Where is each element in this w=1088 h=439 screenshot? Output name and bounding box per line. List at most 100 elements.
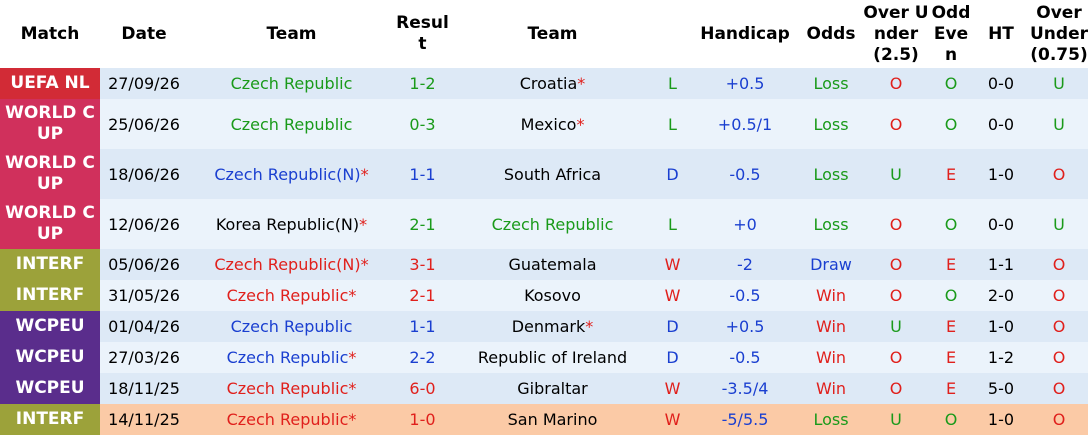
date: 18/11/25: [100, 373, 188, 404]
match-row: INTERF 05/06/26 Czech Republic(N)* 3-1 Guate…: [0, 249, 1088, 280]
home-team: Czech Republic(N)*: [188, 149, 395, 199]
odd-even: O: [930, 199, 972, 249]
odd-even: E: [930, 249, 972, 280]
star: *: [348, 379, 357, 398]
away-team: Mexico*: [450, 99, 655, 149]
date: 14/11/25: [100, 404, 188, 435]
half-time: 5-0: [972, 373, 1030, 404]
date: 27/09/26: [100, 68, 188, 99]
competition: WORLD CUP: [0, 99, 100, 149]
team-name: Mexico: [520, 114, 577, 134]
odd-even: E: [930, 149, 972, 199]
date: 01/04/26: [100, 311, 188, 342]
over-under-075: O: [1030, 311, 1088, 342]
team-name: Czech Republic: [226, 286, 349, 305]
match-row: WCPEU 01/04/26 Czech Republic 1-1 Denmark* D +…: [0, 311, 1088, 342]
competition: WCPEU: [0, 342, 100, 373]
outcome: W: [655, 373, 690, 404]
competition: WCPEU: [0, 311, 100, 342]
home-team: Czech Republic*: [188, 342, 395, 373]
outcome: D: [655, 311, 690, 342]
handicap: -5/5.5: [690, 404, 800, 435]
star: *: [585, 317, 594, 336]
over-under-075: O: [1030, 404, 1088, 435]
odd-even: O: [930, 280, 972, 311]
odds: Win: [800, 373, 862, 404]
score: 1-2: [395, 68, 450, 99]
team-name: Denmark: [511, 317, 586, 336]
outcome: W: [655, 249, 690, 280]
odds: Loss: [800, 99, 862, 149]
over-under-075: O: [1030, 373, 1088, 404]
team-name: South Africa: [503, 164, 602, 184]
half-time: 1-0: [972, 311, 1030, 342]
half-time: 1-1: [972, 249, 1030, 280]
column-header: Odd Even: [930, 0, 972, 68]
odd-even: E: [930, 373, 972, 404]
match-row: UEFA NL 27/09/26 Czech Republic 1-2 Croatia*…: [0, 68, 1088, 99]
column-header: Match: [0, 0, 100, 68]
column-header: Team: [450, 0, 655, 68]
away-team: Croatia*: [450, 68, 655, 99]
team-name: Republic of Ireland: [477, 348, 628, 367]
outcome: W: [655, 280, 690, 311]
team-name: Guatemala: [508, 255, 597, 274]
team-name: Czech Republic(N): [214, 164, 361, 184]
odds: Win: [800, 311, 862, 342]
odds: Win: [800, 280, 862, 311]
over-under: O: [862, 373, 930, 404]
away-team: South Africa: [450, 149, 655, 199]
over-under: O: [862, 199, 930, 249]
match-row: INTERF 14/11/25 Czech Republic* 1-0 San Mari…: [0, 404, 1088, 435]
star: *: [348, 410, 357, 429]
column-header: Date: [100, 0, 188, 68]
column-header: Over Under (0.75): [1030, 0, 1088, 68]
column-header: Odds: [800, 0, 862, 68]
date: 05/06/26: [100, 249, 188, 280]
home-team: Czech Republic*: [188, 280, 395, 311]
over-under: U: [862, 149, 930, 199]
team-name: Czech Republic: [226, 410, 349, 429]
home-team: Korea Republic(N)*: [188, 199, 395, 249]
odd-even: E: [930, 342, 972, 373]
over-under: O: [862, 280, 930, 311]
star: *: [360, 164, 369, 184]
team-name: Czech Republic: [230, 317, 353, 336]
odds: Loss: [800, 68, 862, 99]
team-name: Korea Republic(N): [215, 214, 360, 234]
over-under-075: O: [1030, 149, 1088, 199]
team-name: Czech Republic: [230, 114, 353, 134]
score: 1-1: [395, 311, 450, 342]
outcome: L: [655, 199, 690, 249]
home-team: Czech Republic: [188, 68, 395, 99]
score: 1-1: [395, 149, 450, 199]
team-name: Czech Republic: [230, 74, 353, 93]
score: 2-1: [395, 280, 450, 311]
away-team: San Marino: [450, 404, 655, 435]
odds: Loss: [800, 404, 862, 435]
away-team: Gibraltar: [450, 373, 655, 404]
over-under: O: [862, 249, 930, 280]
competition: WORLD CUP: [0, 199, 100, 249]
half-time: 2-0: [972, 280, 1030, 311]
star: *: [359, 214, 368, 234]
column-header: [655, 0, 690, 68]
score: 6-0: [395, 373, 450, 404]
outcome: D: [655, 149, 690, 199]
column-header: Result: [395, 0, 450, 68]
away-team: Czech Republic: [450, 199, 655, 249]
competition: UEFA NL: [0, 68, 100, 99]
team-name: Czech Republic: [226, 348, 349, 367]
score: 2-1: [395, 199, 450, 249]
outcome: W: [655, 404, 690, 435]
team-name: San Marino: [507, 410, 598, 429]
competition: INTERF: [0, 280, 100, 311]
over-under-075: U: [1030, 99, 1088, 149]
odds: Loss: [800, 199, 862, 249]
over-under: O: [862, 99, 930, 149]
star: *: [360, 255, 369, 274]
handicap: +0.5/1: [690, 99, 800, 149]
match-row: INTERF 31/05/26 Czech Republic* 2-1 Kosovo W -…: [0, 280, 1088, 311]
handicap: -0.5: [690, 342, 800, 373]
